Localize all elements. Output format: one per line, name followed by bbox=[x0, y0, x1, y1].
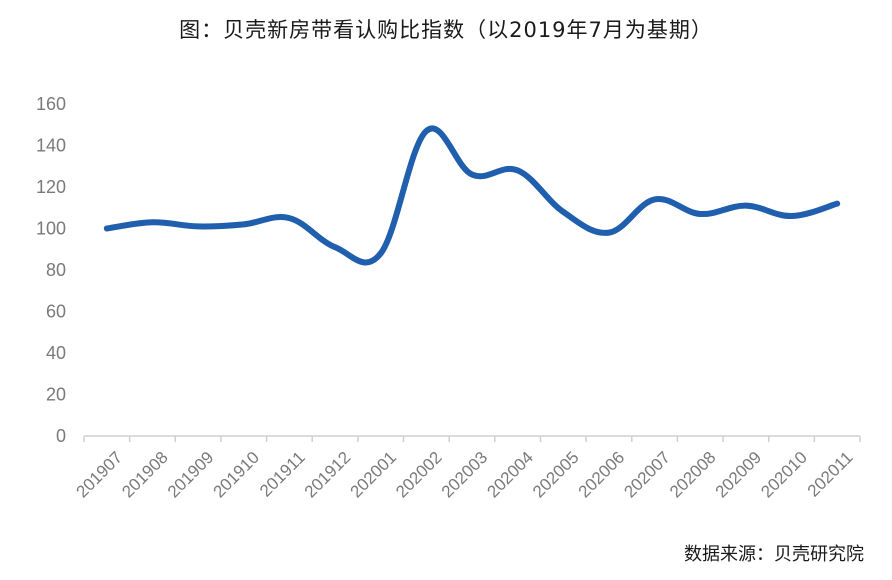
x-tick-label: 202006 bbox=[575, 448, 629, 502]
x-tick-label: 202010 bbox=[757, 448, 811, 502]
x-tick-label: 201909 bbox=[164, 448, 218, 502]
x-tick-label: 202011 bbox=[804, 448, 857, 501]
y-tick-label: 140 bbox=[36, 136, 66, 156]
x-tick-label: 202008 bbox=[666, 448, 720, 502]
y-axis: 0 20 40 60 80 100 120 140 160 bbox=[36, 94, 66, 446]
y-tick-label: 20 bbox=[46, 385, 66, 405]
x-tick-label: 201912 bbox=[301, 448, 355, 502]
y-tick-label: 80 bbox=[46, 260, 66, 280]
x-tick-label: 201907 bbox=[73, 448, 127, 502]
chart-title: 图：贝壳新房带看认购比指数（以2019年7月为基期） bbox=[179, 18, 713, 42]
source-note: 数据来源：贝壳研究院 bbox=[684, 544, 864, 565]
series-line bbox=[103, 125, 841, 266]
x-tick-label: 202003 bbox=[438, 448, 492, 502]
x-tick-label: 202002 bbox=[392, 448, 446, 502]
x-axis: 2019072019082019092019102019112019122020… bbox=[73, 448, 857, 502]
x-tick-label: 202001 bbox=[346, 448, 400, 502]
y-tick-label: 100 bbox=[36, 219, 66, 239]
y-tick-label: 120 bbox=[36, 177, 66, 197]
y-tick-label: 60 bbox=[46, 302, 66, 322]
x-tick-marks bbox=[83, 436, 861, 442]
y-tick-label: 0 bbox=[56, 426, 66, 446]
x-tick-label: 202005 bbox=[529, 448, 583, 502]
x-tick-label: 201911 bbox=[256, 448, 309, 501]
x-tick-label: 201908 bbox=[118, 448, 172, 502]
y-tick-label: 40 bbox=[46, 343, 66, 363]
x-tick-label: 202004 bbox=[483, 448, 537, 502]
y-tick-label: 160 bbox=[36, 94, 66, 114]
x-tick-label: 202009 bbox=[712, 448, 766, 502]
x-tick-label: 201910 bbox=[210, 448, 264, 502]
x-tick-label: 202007 bbox=[620, 448, 674, 502]
